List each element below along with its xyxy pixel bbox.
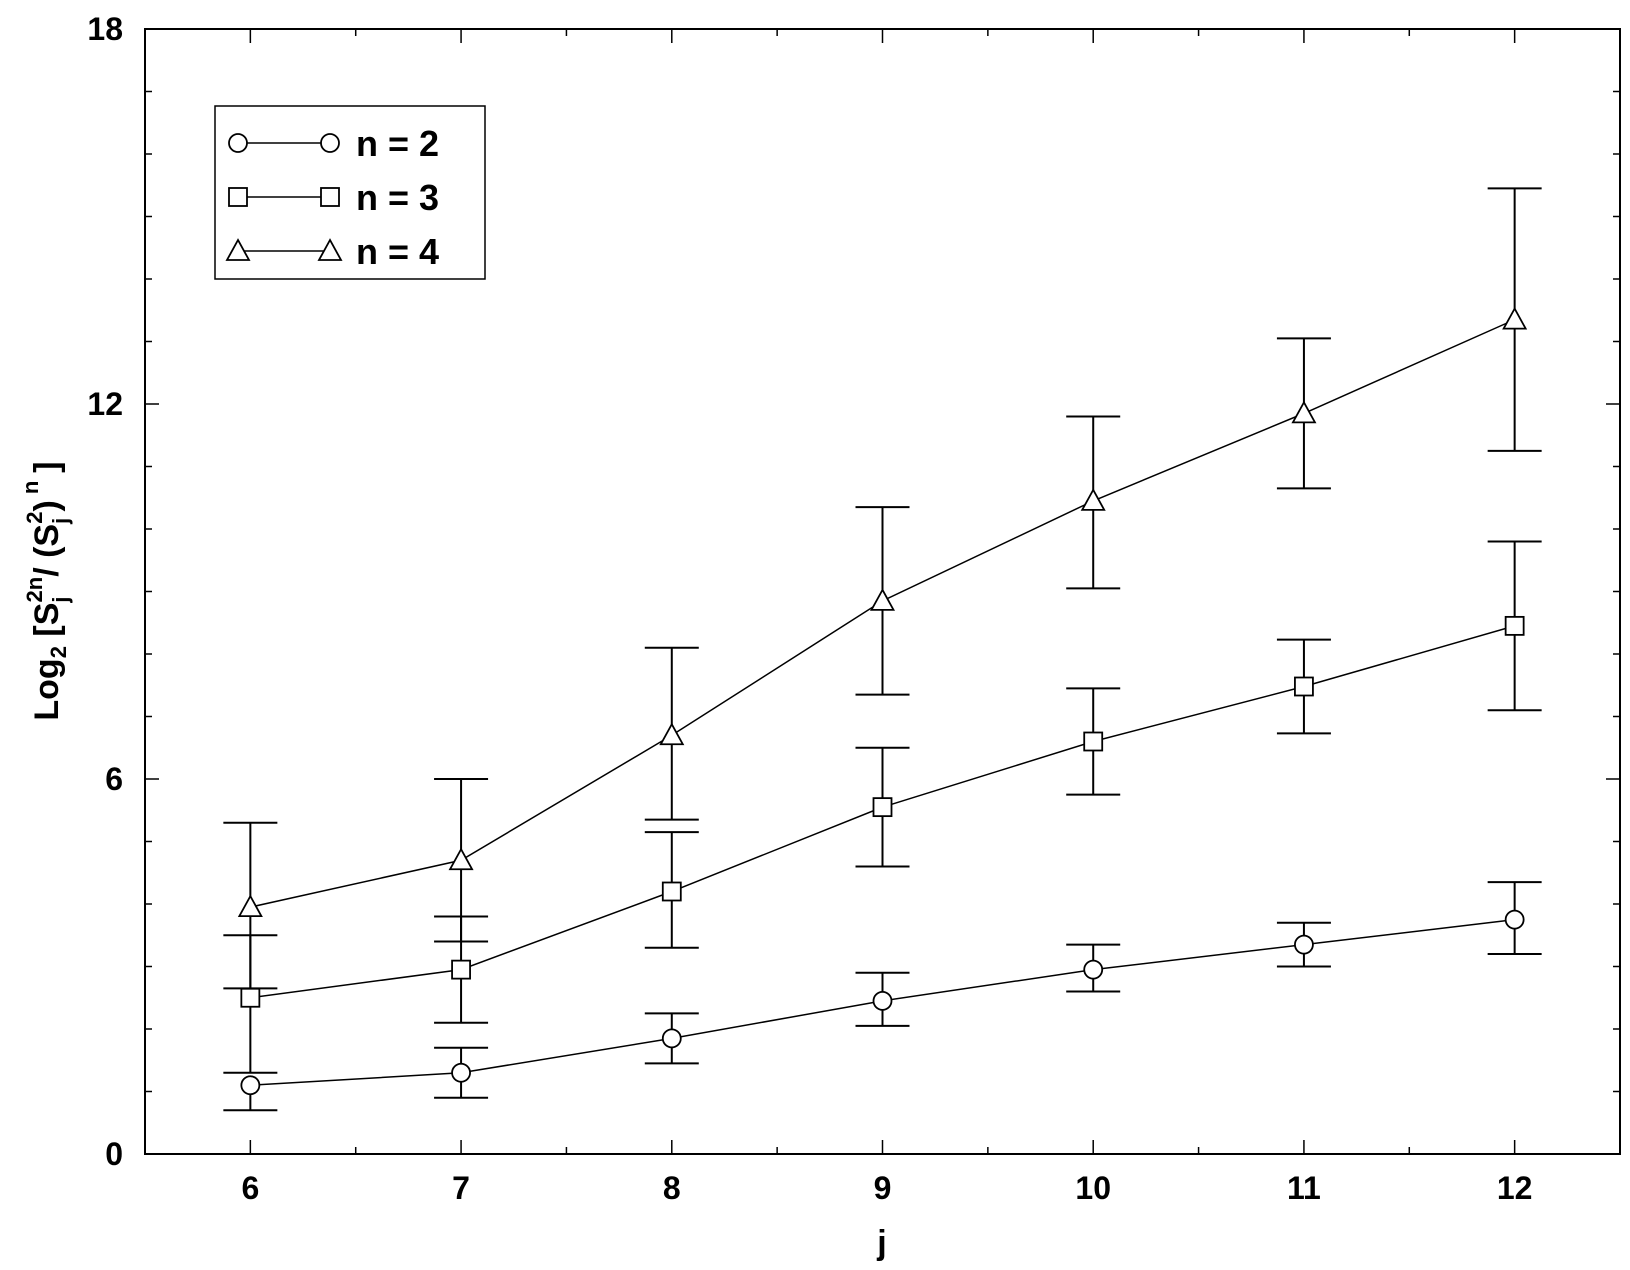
- x-tick-label: 7: [452, 1170, 470, 1206]
- y-axis-title-close: ]: [28, 461, 66, 472]
- series-triangle: [223, 187, 1542, 990]
- marker-square: [1504, 615, 1525, 636]
- y-axis-title-prefix: Log: [28, 658, 66, 720]
- marker-square: [451, 959, 471, 980]
- y-tick-labels: 0 6 12 18: [87, 11, 123, 1172]
- y-tick-label: 6: [105, 761, 123, 797]
- marker-circle: [228, 133, 248, 153]
- marker-circle: [1083, 959, 1104, 980]
- marker-triangle: [1502, 306, 1528, 330]
- x-tick-label: 10: [1075, 1170, 1111, 1206]
- axis-ticks: [144, 28, 1621, 1155]
- marker-square: [661, 881, 682, 902]
- series-layer: [223, 187, 1542, 1112]
- legend-entry-circle: n = 2: [228, 123, 439, 164]
- marker-circle: [1294, 934, 1314, 955]
- legend-entry-triangle: n = 4: [225, 231, 439, 272]
- x-tick-label: 8: [663, 1170, 681, 1206]
- x-tick-label: 6: [241, 1170, 259, 1206]
- y-axis-title-sub-j2: j: [48, 518, 73, 525]
- y-axis-title-sup-2: 2: [22, 512, 47, 524]
- marker-triangle: [317, 238, 343, 261]
- legend-label: n = 2: [356, 123, 439, 164]
- marker-circle: [1504, 909, 1525, 930]
- x-tick-label: 12: [1497, 1170, 1533, 1206]
- x-tick-label: 11: [1287, 1170, 1321, 1206]
- marker-square: [1083, 731, 1104, 752]
- marker-square: [228, 187, 248, 207]
- marker-square: [1294, 676, 1314, 697]
- y-tick-label: 12: [87, 386, 123, 422]
- x-axis-title: j: [876, 1224, 886, 1262]
- y-axis-title-sup-2n: 2n: [22, 577, 47, 603]
- y-axis-title-paren: ): [28, 500, 66, 511]
- legend: n = 2 n = 3 n = 4: [214, 105, 486, 280]
- svg-text:Log2 [Sj2n/ (Sj2)n]: Log2 [Sj2n/ (Sj2)n]: [18, 461, 73, 720]
- series-circle: [223, 881, 1542, 1112]
- x-tick-labels: 6 7 8 9 10 11 12: [241, 1170, 1532, 1206]
- legend-box: [214, 105, 486, 280]
- y-axis-title: Log2 [Sj2n/ (Sj2)n]: [18, 461, 73, 720]
- y-tick-label: 0: [105, 1136, 123, 1172]
- legend-items: n = 2 n = 3 n = 4: [225, 123, 439, 272]
- marker-square: [872, 797, 893, 818]
- y-axis-title-sub-j: j: [48, 596, 73, 603]
- marker-circle: [320, 133, 340, 153]
- marker-circle: [661, 1028, 682, 1049]
- marker-circle: [240, 1075, 261, 1096]
- marker-triangle: [1080, 488, 1106, 511]
- y-tick-label: 18: [87, 11, 123, 47]
- legend-label: n = 3: [356, 177, 439, 218]
- y-axis-title-sup-n: n: [18, 481, 43, 494]
- series-square: [223, 540, 1542, 1074]
- marker-circle: [451, 1062, 471, 1083]
- legend-entry-square: n = 3: [228, 177, 439, 218]
- y-axis-title-log-base: 2: [46, 646, 71, 658]
- y-axis-title-open: [S: [28, 603, 66, 646]
- legend-label: n = 4: [356, 231, 439, 272]
- marker-triangle: [225, 238, 251, 261]
- marker-triangle: [448, 847, 474, 871]
- marker-triangle: [659, 722, 685, 746]
- marker-triangle: [869, 588, 896, 611]
- x-tick-label: 9: [874, 1170, 892, 1206]
- y-axis-title-slash: / (S: [28, 524, 66, 577]
- marker-circle: [872, 990, 893, 1011]
- marker-square: [240, 987, 261, 1008]
- marker-square: [320, 187, 340, 207]
- marker-triangle: [237, 894, 263, 918]
- marker-triangle: [1291, 400, 1317, 424]
